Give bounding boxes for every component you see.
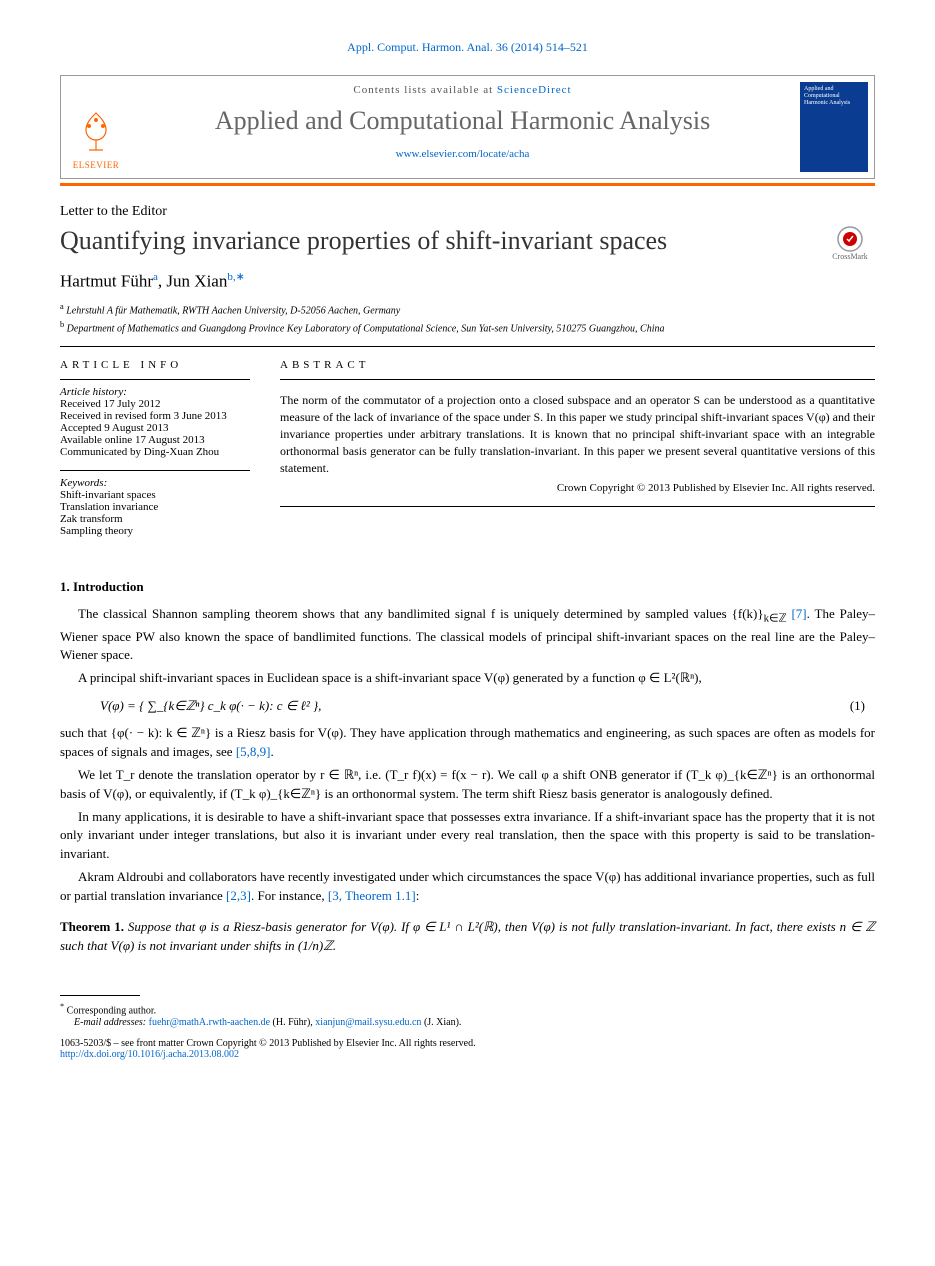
journal-homepage-link[interactable]: www.elsevier.com/locate/acha bbox=[396, 148, 530, 160]
history-online: Available online 17 August 2013 bbox=[60, 434, 250, 446]
page-footer: * Corresponding author. E-mail addresses… bbox=[60, 995, 875, 1059]
intro-p6: Akram Aldroubi and collaborators have re… bbox=[60, 868, 875, 906]
keyword-4: Sampling theory bbox=[60, 525, 250, 537]
abstract-copyright: Crown Copyright © 2013 Published by Else… bbox=[280, 482, 875, 494]
history-received: Received 17 July 2012 bbox=[60, 398, 250, 410]
intro-p1: The classical Shannon sampling theorem s… bbox=[60, 605, 875, 665]
intro-p2: A principal shift-invariant spaces in Eu… bbox=[60, 669, 875, 688]
author-2[interactable]: Jun Xian bbox=[166, 272, 227, 291]
journal-cover-thumb[interactable]: Applied and Computational Harmonic Analy… bbox=[794, 76, 874, 178]
keyword-2: Translation invariance bbox=[60, 501, 250, 513]
keyword-3: Zak transform bbox=[60, 513, 250, 525]
sciencedirect-link[interactable]: ScienceDirect bbox=[497, 84, 572, 96]
crossmark-label: CrossMark bbox=[832, 252, 868, 261]
theorem-1-head: Theorem 1. bbox=[60, 919, 128, 934]
theorem-1-body: Suppose that φ is a Riesz-basis generato… bbox=[60, 919, 875, 953]
article-type: Letter to the Editor bbox=[60, 204, 875, 220]
journal-name: Applied and Computational Harmonic Analy… bbox=[131, 106, 794, 136]
ref-7-link[interactable]: [7] bbox=[791, 606, 806, 621]
keywords-label: Keywords: bbox=[60, 477, 250, 489]
equation-1: V(φ) = { ∑_{k∈ℤⁿ} c_k φ(· − k): c ∈ ℓ² }… bbox=[60, 698, 875, 714]
abstract-text: The norm of the commutator of a projecti… bbox=[280, 392, 875, 476]
issn-line: 1063-5203/$ – see front matter Crown Cop… bbox=[60, 1038, 875, 1049]
history-accepted: Accepted 9 August 2013 bbox=[60, 422, 250, 434]
equation-1-number: (1) bbox=[850, 698, 875, 714]
orange-divider bbox=[60, 183, 875, 186]
intro-p5: In many applications, it is desirable to… bbox=[60, 808, 875, 865]
author-1[interactable]: Hartmut Führ bbox=[60, 272, 153, 291]
author-1-sup: a bbox=[153, 271, 158, 283]
email-addresses: E-mail addresses: fuehr@mathA.rwth-aache… bbox=[60, 1017, 875, 1028]
ref-3thm-link[interactable]: [3, Theorem 1.1] bbox=[328, 888, 416, 903]
ref-589-link[interactable]: [5,8,9] bbox=[236, 744, 271, 759]
section-1-head: 1. Introduction bbox=[60, 579, 875, 595]
abstract-column: ABSTRACT The norm of the commutator of a… bbox=[280, 359, 875, 549]
elsevier-logo[interactable]: ELSEVIER bbox=[61, 76, 131, 178]
intro-p4: We let T_r denote the translation operat… bbox=[60, 766, 875, 804]
journal-header-box: ELSEVIER Contents lists available at Sci… bbox=[60, 75, 875, 179]
theorem-1: Theorem 1. Suppose that φ is a Riesz-bas… bbox=[60, 918, 875, 956]
crossmark-icon bbox=[837, 226, 863, 252]
body-text: The classical Shannon sampling theorem s… bbox=[60, 605, 875, 688]
doi-link[interactable]: http://dx.doi.org/10.1016/j.acha.2013.08… bbox=[60, 1049, 239, 1060]
authors: Hartmut Führa, Jun Xianb,∗ bbox=[60, 270, 875, 292]
email-2-link[interactable]: xianjun@mail.sysu.edu.cn bbox=[315, 1017, 421, 1028]
cover-title: Applied and Computational Harmonic Analy… bbox=[800, 82, 868, 112]
affiliation-b: b Department of Mathematics and Guangdon… bbox=[60, 320, 875, 334]
citation-link[interactable]: Appl. Comput. Harmon. Anal. 36 (2014) 51… bbox=[347, 40, 588, 54]
article-title: Quantifying invariance properties of shi… bbox=[60, 226, 825, 256]
contents-prefix: Contents lists available at bbox=[353, 84, 496, 96]
history-communicated: Communicated by Ding-Xuan Zhou bbox=[60, 446, 250, 458]
article-info-head: ARTICLE INFO bbox=[60, 359, 250, 371]
elsevier-text: ELSEVIER bbox=[73, 160, 120, 170]
intro-p3: such that {φ(· − k): k ∈ ℤⁿ} is a Riesz … bbox=[60, 724, 875, 762]
crossmark-badge[interactable]: CrossMark bbox=[825, 226, 875, 261]
ref-23-link[interactable]: [2,3] bbox=[226, 888, 251, 903]
contents-available: Contents lists available at ScienceDirec… bbox=[131, 84, 794, 96]
history-revised: Received in revised form 3 June 2013 bbox=[60, 410, 250, 422]
author-2-sup: b,∗ bbox=[227, 271, 244, 283]
email-1-link[interactable]: fuehr@mathA.rwth-aachen.de bbox=[149, 1017, 270, 1028]
citation-header: Appl. Comput. Harmon. Anal. 36 (2014) 51… bbox=[60, 40, 875, 55]
history-label: Article history: bbox=[60, 386, 250, 398]
body-text-2: such that {φ(· − k): k ∈ ℤⁿ} is a Riesz … bbox=[60, 724, 875, 906]
abstract-head: ABSTRACT bbox=[280, 359, 875, 371]
article-info-column: ARTICLE INFO Article history: Received 1… bbox=[60, 359, 250, 549]
affiliation-a: a Lehrstuhl A für Mathematik, RWTH Aache… bbox=[60, 302, 875, 316]
elsevier-tree-icon bbox=[71, 108, 121, 158]
keyword-1: Shift-invariant spaces bbox=[60, 489, 250, 501]
equation-1-body: V(φ) = { ∑_{k∈ℤⁿ} c_k φ(· − k): c ∈ ℓ² }… bbox=[100, 698, 321, 714]
corresponding-author: * Corresponding author. bbox=[60, 1002, 875, 1016]
